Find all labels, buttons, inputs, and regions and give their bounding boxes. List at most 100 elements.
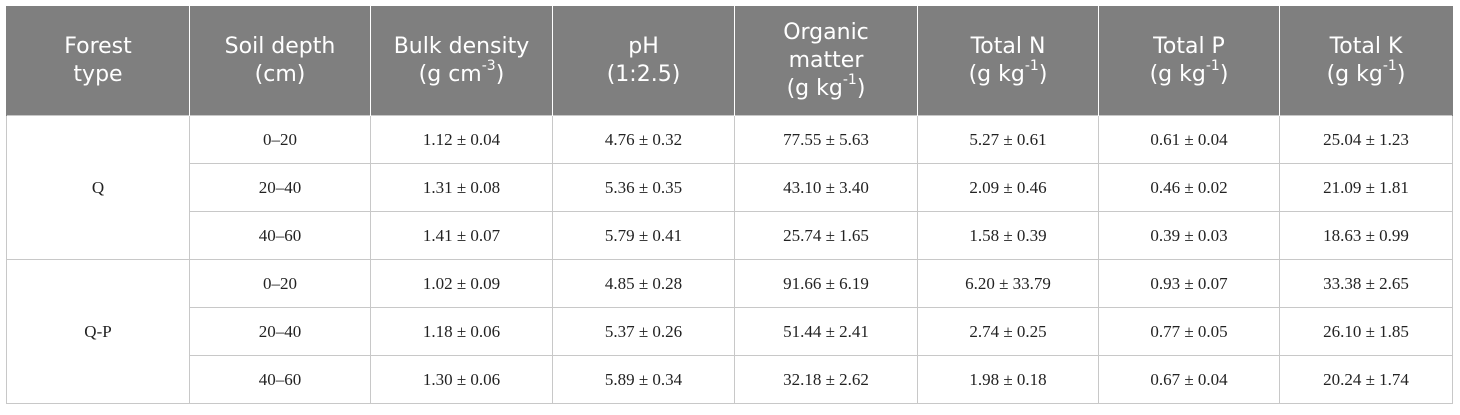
column-header-line: Total K <box>1286 33 1446 61</box>
table-row: 20–40 1.18 ± 0.06 5.37 ± 0.26 51.44 ± 2.41 2… <box>7 307 1453 356</box>
column-header-unit-close: ) <box>1396 61 1406 87</box>
column-header: Bulk density (g cm-3) <box>370 6 553 116</box>
column-header-line: Total P <box>1105 33 1273 61</box>
column-header-text: Total P <box>1153 33 1225 59</box>
soil-depth-cell: 0–20 <box>189 115 371 164</box>
table-row: Q 0–20 1.12 ± 0.04 4.76 ± 0.32 77.55 ± 5.63 5… <box>6 115 1453 260</box>
value-cell: 5.37 ± 0.26 <box>552 307 735 356</box>
value-cell: 6.20 ± 33.79 <box>917 259 1099 308</box>
value-cell: 20.24 ± 1.74 <box>1279 355 1453 404</box>
column-header-line: (g kg-1) <box>1105 58 1273 89</box>
value-cell: 0.61 ± 0.04 <box>1098 115 1280 164</box>
value-cell: 0.93 ± 0.07 <box>1098 259 1280 308</box>
soil-depth-cell: 20–40 <box>189 163 371 212</box>
value-cell: 4.76 ± 0.32 <box>552 115 735 164</box>
column-header-unit-close: ) <box>1038 61 1048 87</box>
value-cell: 5.27 ± 0.61 <box>917 115 1099 164</box>
column-header-text: (g kg <box>1149 61 1206 87</box>
column-header-line: (1:2.5) <box>559 61 728 89</box>
column-header-line: (cm) <box>196 61 364 89</box>
column-header: Total P (g kg-1) <box>1098 6 1280 116</box>
column-header-text: Forest <box>64 33 132 59</box>
column-header-line: Bulk density <box>377 33 546 61</box>
value-cell: 5.89 ± 0.34 <box>552 355 735 404</box>
column-header-text: (1:2.5) <box>606 61 681 87</box>
soil-depth-cell: 40–60 <box>189 355 371 404</box>
column-header: pH (1:2.5) <box>552 6 735 116</box>
column-header-text: Organic <box>783 19 869 45</box>
value-cell: 43.10 ± 3.40 <box>734 163 918 212</box>
column-header-line: Forest <box>13 33 183 61</box>
column-header-unit-close: ) <box>1219 61 1229 87</box>
table-container: Forest type Soil depth (cm) Bulk density (g c… <box>6 6 1453 404</box>
column-header-line: type <box>13 61 183 89</box>
value-cell: 1.41 ± 0.07 <box>370 211 553 260</box>
column-header-unit-exponent: -1 <box>1024 58 1039 75</box>
value-cell: 32.18 ± 2.62 <box>734 355 918 404</box>
column-header-unit-exponent: -1 <box>842 72 857 89</box>
column-header-unit-exponent: -1 <box>1382 58 1397 75</box>
value-cell: 2.09 ± 0.46 <box>917 163 1099 212</box>
column-header-text: (g kg <box>786 75 843 101</box>
column-header-line: (g kg-1) <box>1286 58 1446 89</box>
value-cell: 51.44 ± 2.41 <box>734 307 918 356</box>
value-cell: 33.38 ± 2.65 <box>1279 259 1453 308</box>
value-cell: 1.02 ± 0.09 <box>370 259 553 308</box>
column-header-text: matter <box>788 47 864 73</box>
column-header-line: Total N <box>924 33 1092 61</box>
table-row: 20–40 1.31 ± 0.08 5.36 ± 0.35 43.10 ± 3.40 2… <box>7 163 1453 212</box>
column-header-text: Total N <box>970 33 1046 59</box>
column-header-text: Total K <box>1329 33 1403 59</box>
value-cell: 0.77 ± 0.05 <box>1098 307 1280 356</box>
value-cell: 26.10 ± 1.85 <box>1279 307 1453 356</box>
column-header-line: pH <box>559 33 728 61</box>
value-cell: 4.85 ± 0.28 <box>552 259 735 308</box>
value-cell: 2.74 ± 0.25 <box>917 307 1099 356</box>
value-cell: 5.36 ± 0.35 <box>552 163 735 212</box>
column-header: Total K (g kg-1) <box>1279 6 1453 116</box>
value-cell: 1.31 ± 0.08 <box>370 163 553 212</box>
value-cell: 18.63 ± 0.99 <box>1279 211 1453 260</box>
column-header-line: Organic <box>741 19 911 47</box>
column-header-unit-exponent: -1 <box>1205 58 1220 75</box>
column-header-text: Soil depth <box>224 33 336 59</box>
column-header-unit-close: ) <box>856 75 866 101</box>
value-cell: 1.98 ± 0.18 <box>917 355 1099 404</box>
value-cell: 0.46 ± 0.02 <box>1098 163 1280 212</box>
column-header-line: matter <box>741 47 911 75</box>
column-header: Total N (g kg-1) <box>917 6 1099 116</box>
table-header: Forest type Soil depth (cm) Bulk density (g c… <box>6 6 1453 116</box>
value-cell: 91.66 ± 6.19 <box>734 259 918 308</box>
value-cell: 0.67 ± 0.04 <box>1098 355 1280 404</box>
value-cell: 1.58 ± 0.39 <box>917 211 1099 260</box>
column-header-text: (cm) <box>254 61 306 87</box>
column-header-text: type <box>73 61 123 87</box>
column-header-line: (g cm-3) <box>377 59 546 89</box>
column-header-line: (g kg-1) <box>924 58 1092 89</box>
table-row: Q-P 0–20 1.02 ± 0.09 4.85 ± 0.28 91.66 ± 6.1… <box>6 259 1453 404</box>
value-cell: 5.79 ± 0.41 <box>552 211 735 260</box>
value-cell: 1.18 ± 0.06 <box>370 307 553 356</box>
value-cell: 1.30 ± 0.06 <box>370 355 553 404</box>
soil-depth-cell: 40–60 <box>189 211 371 260</box>
column-header-line: Soil depth <box>196 33 364 61</box>
column-header-text: Bulk density <box>393 33 530 59</box>
table-row: 40–60 1.30 ± 0.06 5.89 ± 0.34 32.18 ± 2.62 1… <box>7 355 1453 404</box>
soil-depth-cell: 0–20 <box>189 259 371 308</box>
soil-properties-table: Forest type Soil depth (cm) Bulk density (g c… <box>6 6 1453 404</box>
value-cell: 0.39 ± 0.03 <box>1098 211 1280 260</box>
value-cell: 25.04 ± 1.23 <box>1279 115 1453 164</box>
column-header-text: (g kg <box>968 61 1025 87</box>
column-header-text: (g kg <box>1326 61 1383 87</box>
column-header: Organic matter (g kg-1) <box>734 6 918 116</box>
table-body: Q 0–20 1.12 ± 0.04 4.76 ± 0.32 77.55 ± 5.63 5… <box>6 115 1453 404</box>
column-header: Soil depth (cm) <box>189 6 371 116</box>
column-header-line: (g kg-1) <box>741 72 911 103</box>
value-cell: 21.09 ± 1.81 <box>1279 163 1453 212</box>
column-header-text: (g cm <box>418 61 482 87</box>
column-header: Forest type <box>6 6 190 116</box>
forest-type-cell: Q <box>6 115 190 260</box>
forest-type-cell: Q-P <box>6 259 190 404</box>
column-header-unit-close: ) <box>495 61 505 87</box>
table-row: 40–60 1.41 ± 0.07 5.79 ± 0.41 25.74 ± 1.65 1… <box>7 211 1453 260</box>
